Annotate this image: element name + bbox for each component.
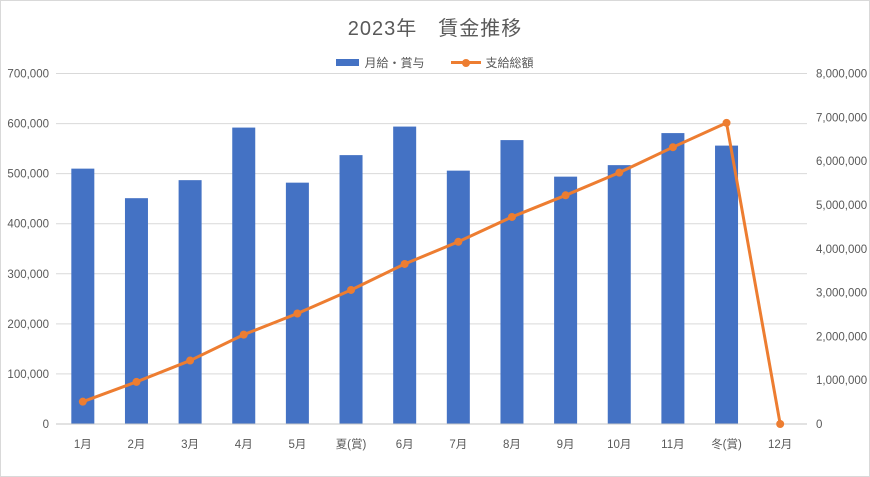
line-series-swatch-icon [450,58,481,67]
y-axis-left-tick-label: 200,000 [7,319,49,331]
x-axis-label-5: 5月 [288,439,306,451]
bar-11[interactable] [607,165,631,424]
y-axis-right-tick-label: 0 [816,419,822,431]
x-axis-label-8: 7月 [449,439,467,451]
line-marker-8[interactable] [454,237,463,246]
bar-8[interactable] [446,170,470,424]
y-axis-left-tick-label: 600,000 [7,119,49,131]
y-axis-right-tick-label: 2,000,000 [816,331,867,343]
bar-2[interactable] [124,198,148,424]
bar-12[interactable] [661,133,685,424]
x-axis-label-10: 9月 [557,439,575,451]
chart-title: 2023年 賃金推移 [347,18,523,40]
line-marker-9[interactable] [507,212,516,221]
y-axis-right-tick-label: 6,000,000 [816,156,867,168]
line-marker-3[interactable] [186,356,195,365]
x-axis-label-2: 2月 [128,439,146,451]
y-axis-right-tick-label: 1,000,000 [816,375,867,387]
line-marker-6[interactable] [347,285,356,294]
line-marker-12[interactable] [668,143,677,152]
x-axis-label-3: 3月 [181,439,199,451]
line-marker-1[interactable] [78,397,87,406]
y-axis-right-tick-label: 5,000,000 [816,200,867,212]
y-axis-left-tick-label: 500,000 [7,169,49,181]
line-series[interactable] [81,121,782,426]
bar-1[interactable] [71,168,95,424]
line-marker-7[interactable] [400,259,409,268]
line-marker-5[interactable] [293,309,302,318]
y-axis-left-tick-label: 100,000 [7,369,49,381]
y-axis-left-tick-label: 700,000 [7,69,49,81]
legend-label-bar-series: 月給・賞与 [364,56,425,70]
bar-series-swatch-icon [336,59,360,66]
bar-7[interactable] [393,126,417,424]
legend-label-line-series: 支給総額 [485,56,534,70]
x-axis-label-12: 11月 [661,439,684,451]
legend: 月給・賞与 支給総額 [1,54,869,71]
bar-3[interactable] [178,180,202,424]
y-axis-right-tick-label: 3,000,000 [816,288,867,300]
line-marker-4[interactable] [239,330,248,339]
x-axis-label-9: 8月 [503,439,521,451]
x-axis-label-4: 4月 [235,439,253,451]
line-marker-11[interactable] [615,168,624,177]
line-marker-14[interactable] [776,420,785,428]
x-axis-label-11: 10月 [607,439,631,451]
bar-9[interactable] [500,140,524,424]
bar-4[interactable] [232,127,256,424]
line-marker-10[interactable] [561,191,570,200]
y-axis-right-tick-label: 4,000,000 [816,244,867,256]
bar-13[interactable] [715,145,739,425]
y-axis-left-tick-label: 400,000 [7,219,49,231]
y-axis-left-tick-label: 300,000 [7,269,49,281]
x-axis-label-1: 1月 [74,439,92,451]
x-axis-label-7: 6月 [396,439,414,451]
bar-10[interactable] [554,176,578,424]
x-axis-label-13: 冬(賞) [711,437,742,451]
bar-5[interactable] [285,182,309,424]
legend-item-line-series[interactable]: 支給総額 [450,54,534,71]
y-axis-left-tick-label: 0 [43,419,49,431]
x-axis-label-14: 12月 [768,439,792,451]
legend-item-bar-series[interactable]: 月給・賞与 [336,54,425,71]
y-axis-right-tick-label: 8,000,000 [816,69,867,81]
y-axis-right-tick-label: 7,000,000 [816,112,867,124]
x-axis-label-6: 夏(賞) [336,438,367,451]
line-series-marker-icon [461,58,470,67]
line-marker-13[interactable] [722,118,731,127]
line-marker-2[interactable] [132,377,141,386]
